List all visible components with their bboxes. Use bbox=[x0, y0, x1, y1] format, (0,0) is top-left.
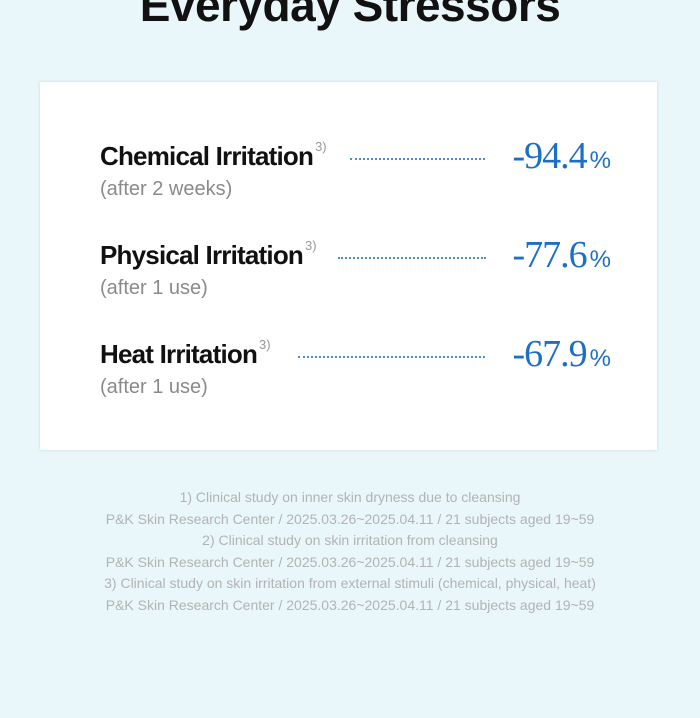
metric-heat-irritation: Heat Irritation 3) -67.9% (after 1 use) bbox=[100, 333, 611, 408]
footnote-line: 3) Clinical study on skin irritation fro… bbox=[104, 575, 596, 591]
metric-value: -67.9% bbox=[512, 332, 612, 376]
footnote-line: P&K Skin Research Center / 2025.03.26~20… bbox=[105, 553, 595, 570]
results-card: Chemical Irritation 3) -94.4% (after 2 w… bbox=[40, 82, 657, 450]
percent-unit: % bbox=[589, 246, 611, 273]
metric-value: -94.4% bbox=[512, 134, 612, 178]
footnote-ref: 3) bbox=[259, 337, 271, 352]
metric-label: Heat Irritation bbox=[100, 339, 258, 369]
metric-value: -77.6% bbox=[512, 233, 612, 277]
metric-subtext: (after 1 use) bbox=[100, 376, 208, 398]
footnote-line: 2) Clinical study on skin irritation fro… bbox=[202, 532, 498, 548]
metric-chemical-irritation: Chemical Irritation 3) -94.4% (after 2 w… bbox=[100, 135, 611, 210]
footnote-line: P&K Skin Research Center / 2025.03.26~20… bbox=[105, 596, 595, 613]
dotted-leader bbox=[350, 158, 485, 160]
footnote-ref: 3) bbox=[315, 139, 327, 154]
metric-number: -77.6 bbox=[512, 234, 588, 276]
footnote-line: 1) Clinical study on inner skin dryness … bbox=[179, 489, 521, 505]
metric-label: Physical Irritation bbox=[100, 240, 304, 270]
footnote-ref: 3) bbox=[304, 238, 317, 253]
metric-physical-irritation: Physical Irritation 3) -77.6% (after 1 u… bbox=[100, 234, 611, 309]
footnotes: 1) Clinical study on inner skin dryness … bbox=[0, 487, 700, 616]
metric-label: Chemical Irritation bbox=[100, 141, 314, 171]
metric-subtext: (after 2 weeks) bbox=[100, 178, 233, 200]
metric-subtext: (after 1 use) bbox=[100, 277, 208, 299]
metric-number: -94.4 bbox=[512, 135, 588, 177]
metric-number: -67.9 bbox=[512, 333, 588, 375]
percent-unit: % bbox=[589, 147, 611, 174]
footnote-line: P&K Skin Research Center / 2025.03.26~20… bbox=[105, 510, 595, 527]
dotted-leader bbox=[338, 257, 486, 259]
dotted-leader bbox=[298, 356, 485, 358]
percent-unit: % bbox=[589, 345, 611, 372]
page-title: Everyday Stressors bbox=[139, 0, 561, 31]
